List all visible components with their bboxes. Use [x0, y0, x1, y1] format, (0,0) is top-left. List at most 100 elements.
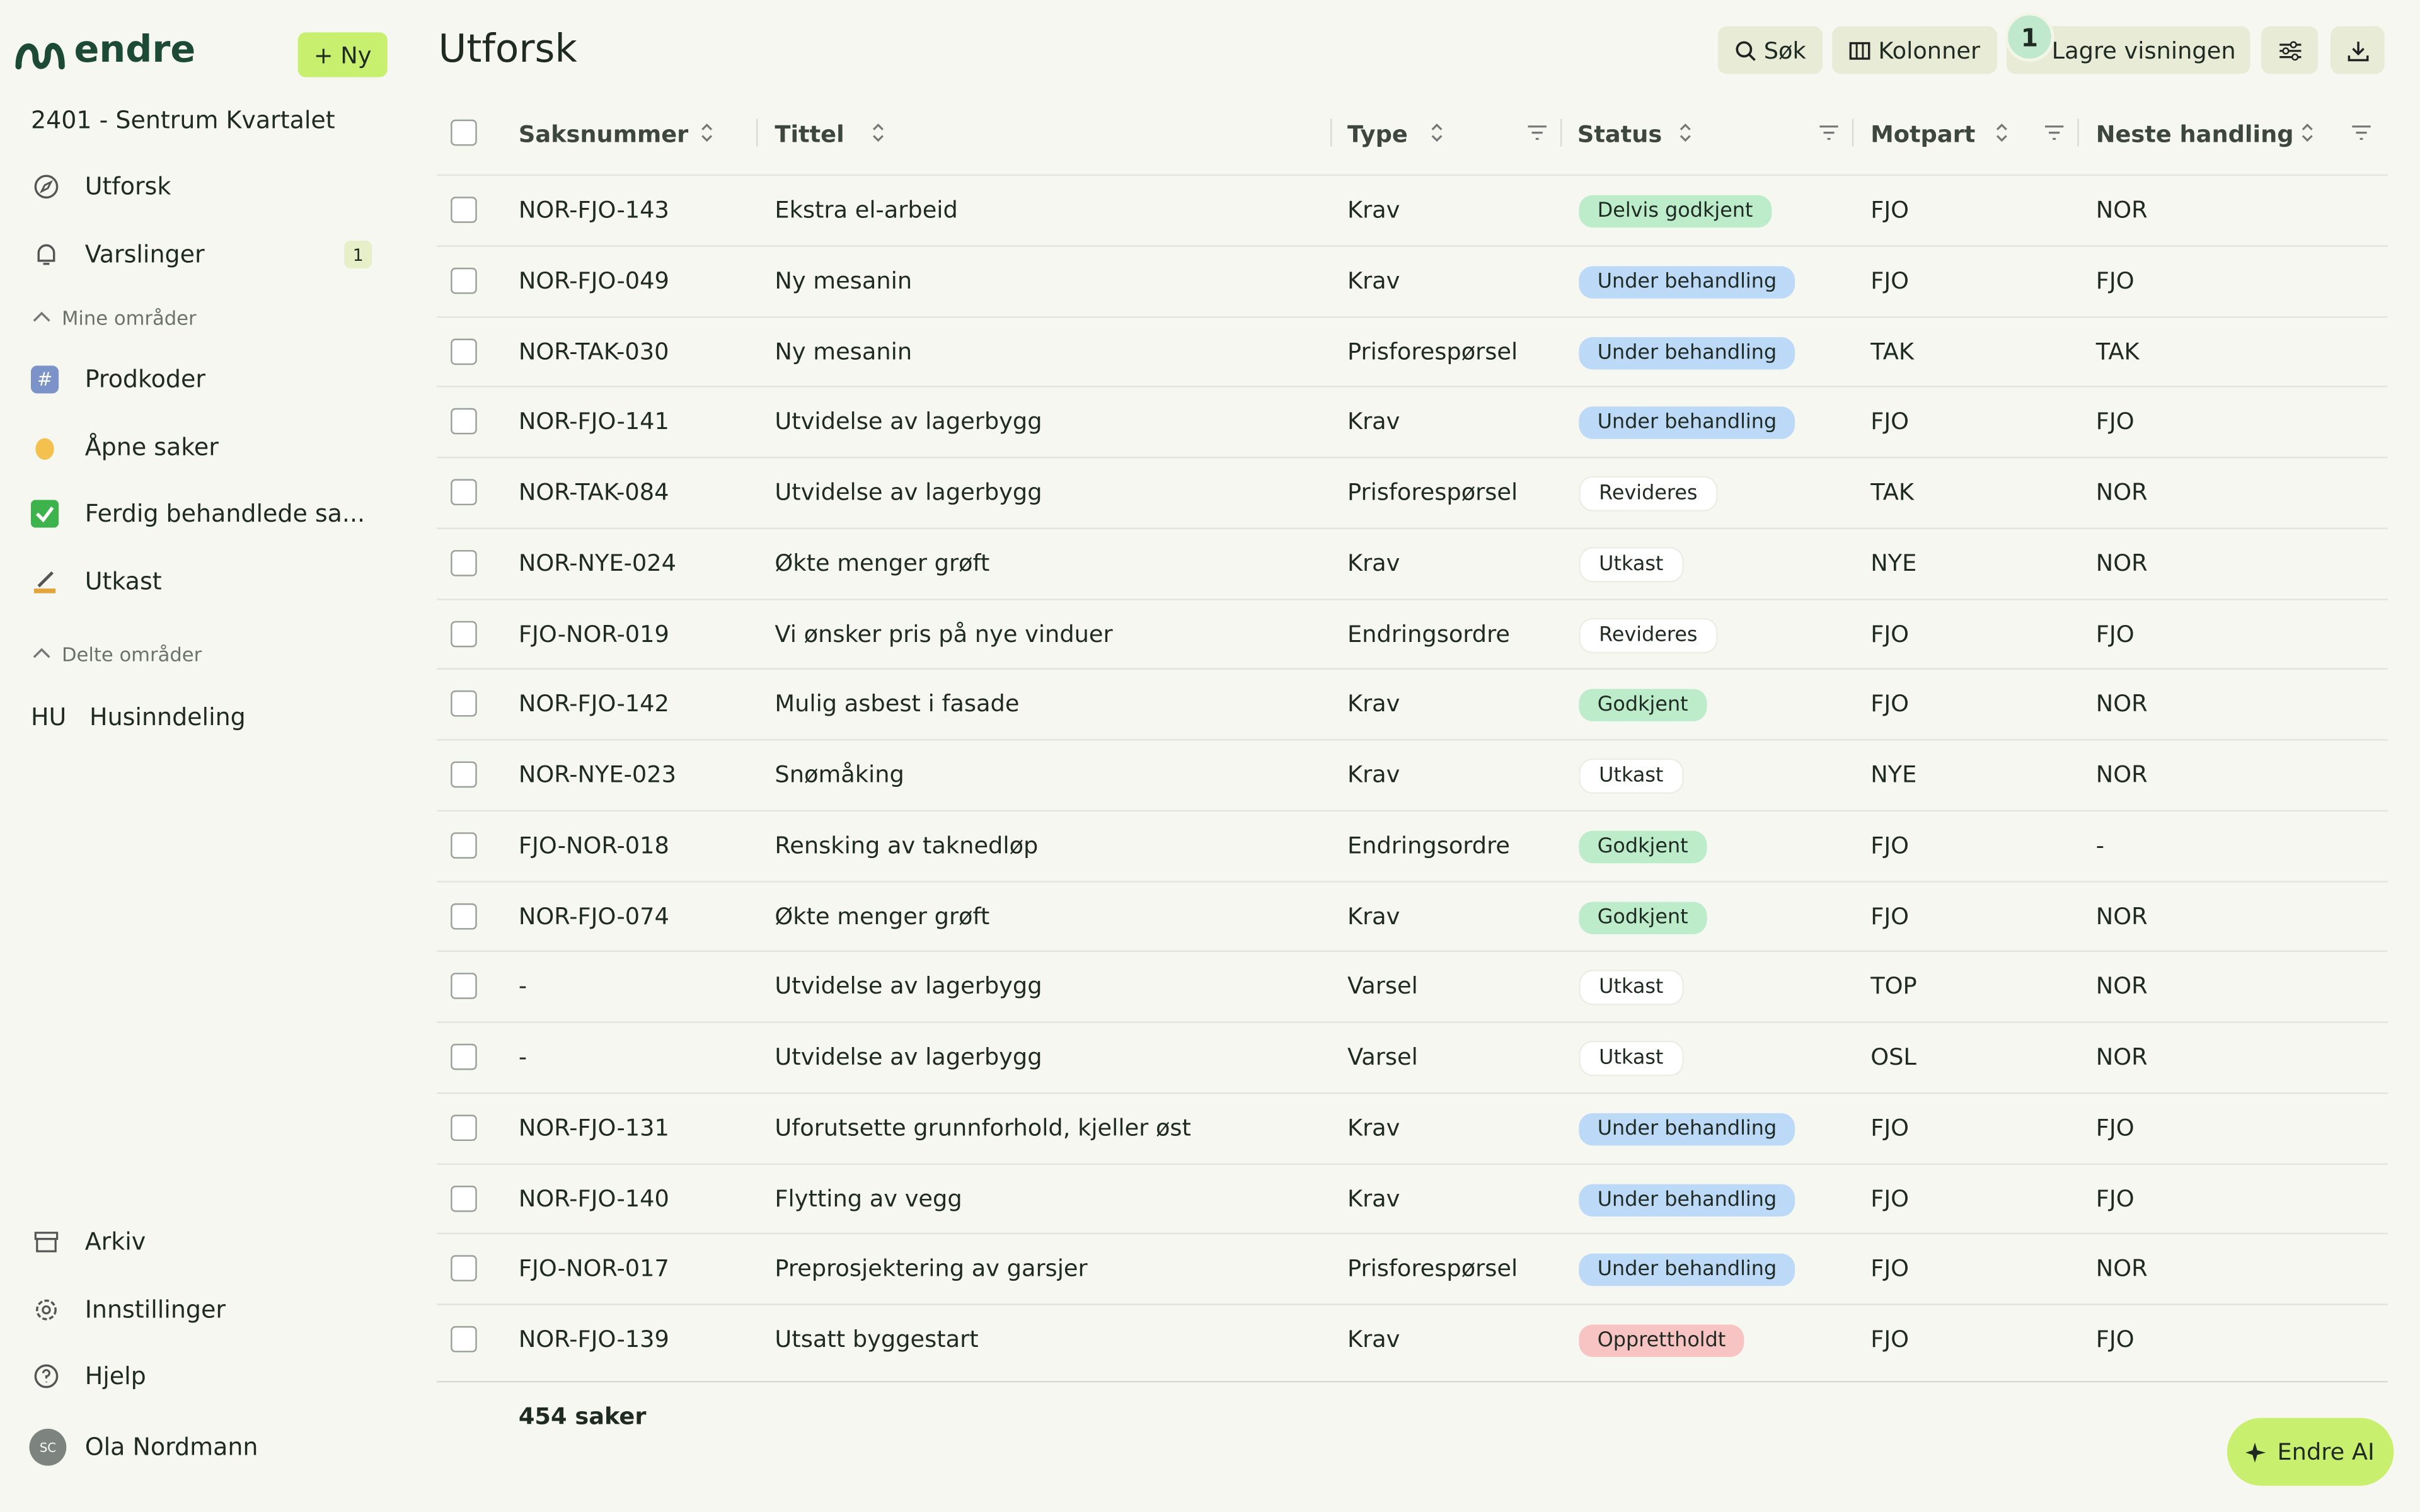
sort-icon[interactable] [1678, 122, 1693, 143]
row-checkbox[interactable] [451, 1184, 477, 1211]
row-divider [437, 1021, 2388, 1023]
table-cell[interactable]: Uforutsette grunnforhold, kjeller øst [775, 1113, 1191, 1142]
filter-icon[interactable] [2351, 123, 2372, 142]
table-cell[interactable]: Flytting av vegg [775, 1184, 962, 1212]
row-checkbox[interactable] [451, 479, 477, 506]
sort-icon[interactable] [870, 122, 885, 143]
table-cell: FJO [2095, 619, 2135, 648]
table-cell[interactable]: Ny mesanin [775, 266, 913, 295]
table-cell: TOP [1870, 972, 1917, 1000]
sliders-icon [2278, 40, 2301, 60]
table-cell: TAK [1870, 337, 1915, 365]
search-button[interactable]: Søk [1717, 26, 1823, 74]
project-name[interactable]: 2401 - Sentrum Kvartalet [30, 106, 335, 135]
sort-icon[interactable] [1994, 122, 2009, 143]
row-checkbox[interactable] [451, 1114, 477, 1141]
table-cell[interactable]: Utvidelse av lagerbygg [775, 1043, 1042, 1071]
download-button[interactable] [2330, 26, 2385, 74]
status-pill: Godkjent [1579, 901, 1707, 934]
columns-button[interactable]: Kolonner [1831, 26, 1998, 74]
collapse-icon[interactable] [31, 640, 52, 668]
column-header[interactable]: Neste handling [2095, 120, 2294, 149]
table-cell[interactable]: Utsatt byggestart [775, 1325, 979, 1353]
table-cell[interactable]: Vi ønsker pris på nye vinduer [775, 619, 1113, 648]
row-divider [437, 810, 2388, 811]
user-name[interactable]: Ola Nordmann [84, 1433, 258, 1462]
table-cell[interactable]: Rensking av taknedløp [775, 831, 1039, 859]
nav-item[interactable]: Arkiv [84, 1228, 146, 1256]
search-icon [1736, 40, 1756, 60]
nav-item[interactable]: Varslinger [84, 241, 205, 269]
table-cell[interactable]: Snømåking [775, 760, 904, 789]
table-cell: Varsel [1347, 1043, 1418, 1071]
row-checkbox[interactable] [451, 620, 477, 647]
table-cell: NOR [2095, 549, 2148, 577]
row-checkbox[interactable] [451, 973, 477, 1000]
section-heading: Mine områder [61, 306, 197, 329]
table-cell[interactable]: Økte menger grøft [775, 549, 990, 577]
row-checkbox[interactable] [451, 690, 477, 718]
column-header[interactable]: Saksnummer [518, 120, 689, 149]
status-pill: Under behandling [1579, 336, 1795, 369]
table-cell[interactable]: Økte menger grøft [775, 902, 990, 930]
explore-icon [34, 175, 59, 199]
nav-item[interactable]: Utforsk [84, 173, 171, 201]
table-cell: Krav [1347, 1184, 1400, 1212]
ai-button[interactable]: Endre AI [2227, 1418, 2394, 1486]
row-checkbox[interactable] [451, 267, 477, 294]
row-checkbox[interactable] [451, 408, 477, 435]
new-button[interactable]: + Ny [297, 32, 388, 77]
nav-item[interactable]: Hjelp [84, 1362, 146, 1390]
table-cell: NOR [2095, 972, 2148, 1000]
filter-icon[interactable] [2043, 123, 2065, 142]
row-checkbox[interactable] [451, 761, 477, 788]
table-cell[interactable]: Utvidelse av lagerbygg [775, 478, 1042, 507]
area-item[interactable]: Åpne saker [84, 433, 219, 462]
area-item[interactable]: Husinndeling [89, 703, 246, 731]
table-cell: TAK [2095, 337, 2140, 365]
table-cell[interactable]: Ekstra el-arbeid [775, 196, 958, 224]
status-pill: Utkast [1579, 546, 1684, 582]
column-header[interactable]: Type [1347, 120, 1408, 149]
sort-icon[interactable] [1429, 122, 1444, 143]
row-checkbox[interactable] [451, 832, 477, 859]
column-header[interactable]: Status [1577, 120, 1662, 149]
nav-item[interactable]: Innstillinger [84, 1296, 226, 1324]
sort-icon[interactable] [699, 122, 714, 143]
row-checkbox[interactable] [451, 1326, 477, 1353]
column-header[interactable]: Motpart [1870, 120, 1976, 149]
table-cell: FJO [1870, 619, 1910, 648]
column-header[interactable]: Tittel [775, 120, 844, 149]
filter-icon[interactable] [1818, 123, 1840, 142]
row-checkbox[interactable] [451, 1043, 477, 1070]
select-all-checkbox[interactable] [451, 119, 477, 146]
filter-settings-button[interactable] [2261, 26, 2319, 74]
status-pill: Godkjent [1579, 830, 1707, 863]
table-cell: FJO [1870, 1184, 1910, 1212]
area-tag: HU [30, 703, 67, 731]
table-cell: - [2095, 831, 2105, 859]
table-cell[interactable]: Ny mesanin [775, 337, 913, 365]
collapse-icon[interactable] [31, 304, 52, 331]
filter-icon[interactable] [1526, 123, 1548, 142]
button-label: Lagre visningen [2051, 36, 2236, 64]
row-checkbox[interactable] [451, 197, 477, 223]
row-checkbox[interactable] [451, 549, 477, 576]
table-cell[interactable]: Mulig asbest i fasade [775, 690, 1020, 718]
area-item[interactable]: Ferdig behandlede sa... [84, 500, 366, 528]
column-separator [1852, 118, 1854, 147]
notification-badge: 1 [344, 241, 372, 269]
sort-icon[interactable] [2300, 122, 2315, 143]
table-cell: Prisforespørsel [1347, 1254, 1518, 1283]
area-item[interactable]: Prodkoder [84, 365, 205, 394]
table-cell: - [518, 972, 527, 1000]
table-bottom-border [437, 1380, 2388, 1383]
table-cell[interactable]: Preprosjektering av garsjer [775, 1254, 1088, 1283]
table-cell[interactable]: Utvidelse av lagerbygg [775, 972, 1042, 1000]
row-checkbox[interactable] [451, 338, 477, 364]
table-cell[interactable]: Utvidelse av lagerbygg [775, 408, 1042, 436]
row-checkbox[interactable] [451, 1255, 477, 1282]
area-item[interactable]: Utkast [84, 568, 162, 596]
row-checkbox[interactable] [451, 902, 477, 929]
